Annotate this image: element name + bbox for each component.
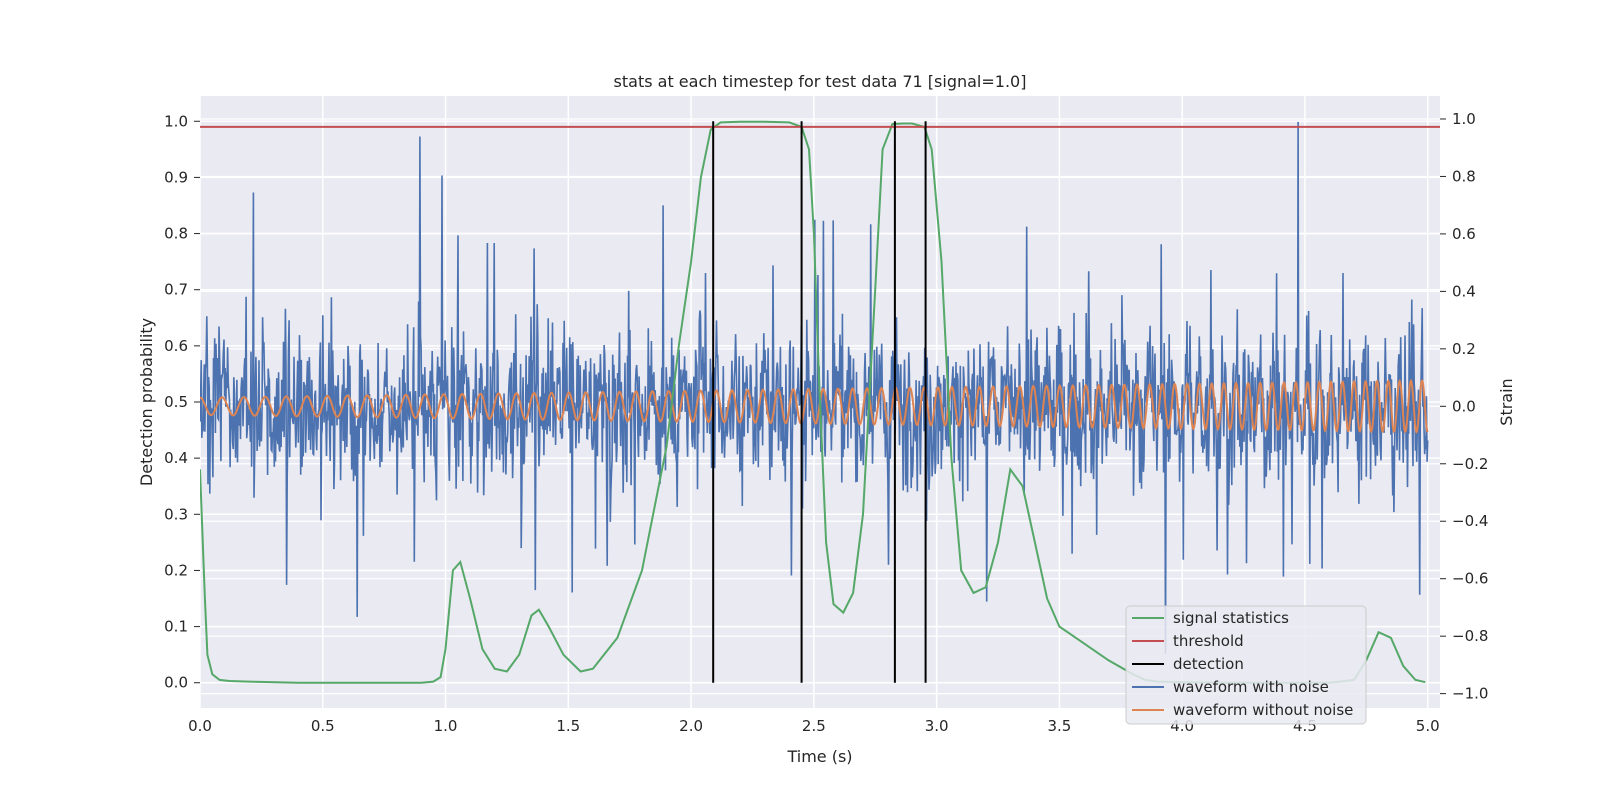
x-tick-label: 3.5 [1047, 717, 1071, 735]
axis-layer: 0.0 0.5 1.0 1.5 2.0 2.5 3.0 3.5 4.0 4.5 5.00.00.10… [164, 110, 1488, 735]
y-axis-right-label: Strain [1497, 378, 1516, 425]
legend-label-threshold: threshold [1173, 632, 1244, 650]
y-right-tick-label: −0.8 [1452, 627, 1488, 645]
x-tick-label: 5.0 [1416, 717, 1440, 735]
legend-label-signal-statistics: signal statistics [1173, 609, 1289, 627]
y-right-tick-label: 0.6 [1452, 225, 1476, 243]
y-left-tick-label: 0.5 [164, 393, 188, 411]
legend: signal statistics threshold detection wa… [1125, 605, 1367, 725]
x-tick-label: 0.5 [311, 717, 335, 735]
y-right-tick-label: 0.0 [1452, 397, 1476, 415]
legend-item-waveform-with-noise: waveform with noise [1132, 678, 1329, 696]
y-left-tick-label: 0.2 [164, 561, 188, 579]
x-tick-label: 2.0 [679, 717, 703, 735]
y-left-tick-label: 0.6 [164, 337, 188, 355]
y-right-tick-label: −1.0 [1452, 685, 1488, 703]
legend-label-waveform-with-noise: waveform with noise [1173, 678, 1329, 696]
y-left-tick-label: 0.4 [164, 449, 188, 467]
y-right-tick-label: 0.4 [1452, 282, 1476, 300]
legend-label-waveform-without-noise: waveform without noise [1173, 701, 1353, 719]
x-tick-label: 1.5 [556, 717, 580, 735]
y-left-tick-label: 0.8 [164, 225, 188, 243]
x-tick-label: 2.5 [802, 717, 826, 735]
y-left-tick-label: 0.1 [164, 618, 188, 636]
chart-title: stats at each timestep for test data 71 … [614, 72, 1027, 91]
legend-item-threshold: threshold [1132, 632, 1244, 650]
x-tick-label: 0.0 [188, 717, 212, 735]
series-waveform-without-noise [200, 378, 1429, 435]
y-right-tick-label: 0.2 [1452, 340, 1476, 358]
legend-item-signal-statistics: signal statistics [1132, 609, 1289, 627]
series-signal-statistics [200, 120, 1426, 684]
y-left-tick-label: 1.0 [164, 112, 188, 130]
x-tick-label: 1.0 [434, 717, 458, 735]
legend-label-detection: detection [1173, 655, 1244, 673]
y-right-tick-label: 0.8 [1452, 167, 1476, 185]
x-tick-label: 3.0 [925, 717, 949, 735]
y-axis-left-label: Detection probability [137, 318, 156, 486]
series-layer [200, 120, 1440, 684]
y-right-tick-label: −0.4 [1452, 512, 1488, 530]
legend-item-detection: detection [1132, 655, 1244, 673]
y-right-tick-label: 1.0 [1452, 110, 1476, 128]
y-right-tick-label: −0.2 [1452, 455, 1488, 473]
y-left-tick-label: 0.7 [164, 281, 188, 299]
y-left-tick-label: 0.3 [164, 505, 188, 523]
legend-item-waveform-without-noise: waveform without noise [1132, 701, 1353, 719]
y-right-tick-label: −0.6 [1452, 570, 1488, 588]
y-left-tick-label: 0.0 [164, 674, 188, 692]
legend-frame [1125, 605, 1367, 725]
x-axis-label: Time (s) [786, 747, 852, 766]
y-left-tick-label: 0.9 [164, 168, 188, 186]
